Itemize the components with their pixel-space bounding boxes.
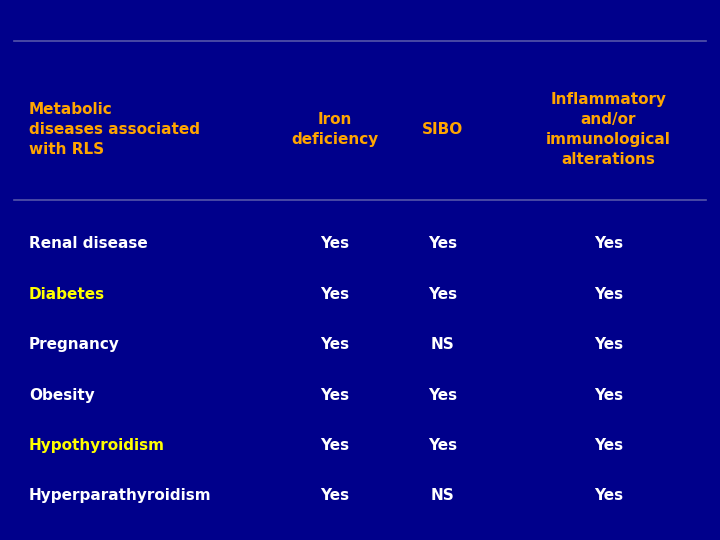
Text: Inflammatory
and/or
immunological
alterations: Inflammatory and/or immunological altera… bbox=[546, 92, 671, 167]
Text: Yes: Yes bbox=[594, 237, 623, 252]
Text: Yes: Yes bbox=[320, 438, 349, 453]
Text: Obesity: Obesity bbox=[29, 388, 94, 403]
Text: Yes: Yes bbox=[428, 287, 457, 302]
Text: Renal disease: Renal disease bbox=[29, 237, 148, 252]
Text: Yes: Yes bbox=[428, 388, 457, 403]
Text: Diabetes: Diabetes bbox=[29, 287, 105, 302]
Text: Yes: Yes bbox=[594, 287, 623, 302]
Text: SIBO: SIBO bbox=[422, 122, 464, 137]
Text: Yes: Yes bbox=[320, 388, 349, 403]
Text: Yes: Yes bbox=[320, 287, 349, 302]
Text: Yes: Yes bbox=[428, 237, 457, 252]
Text: Yes: Yes bbox=[320, 337, 349, 352]
Text: Yes: Yes bbox=[320, 488, 349, 503]
Text: Metabolic
diseases associated
with RLS: Metabolic diseases associated with RLS bbox=[29, 102, 200, 157]
Text: Yes: Yes bbox=[428, 438, 457, 453]
Text: Hyperparathyroidism: Hyperparathyroidism bbox=[29, 488, 212, 503]
Text: Yes: Yes bbox=[594, 438, 623, 453]
Text: Yes: Yes bbox=[594, 388, 623, 403]
Text: Yes: Yes bbox=[594, 488, 623, 503]
Text: NS: NS bbox=[431, 488, 454, 503]
Text: Iron
deficiency: Iron deficiency bbox=[291, 112, 379, 147]
Text: Yes: Yes bbox=[594, 337, 623, 352]
Text: NS: NS bbox=[431, 337, 454, 352]
Text: Hypothyroidism: Hypothyroidism bbox=[29, 438, 165, 453]
Text: Yes: Yes bbox=[320, 237, 349, 252]
Text: Pregnancy: Pregnancy bbox=[29, 337, 120, 352]
